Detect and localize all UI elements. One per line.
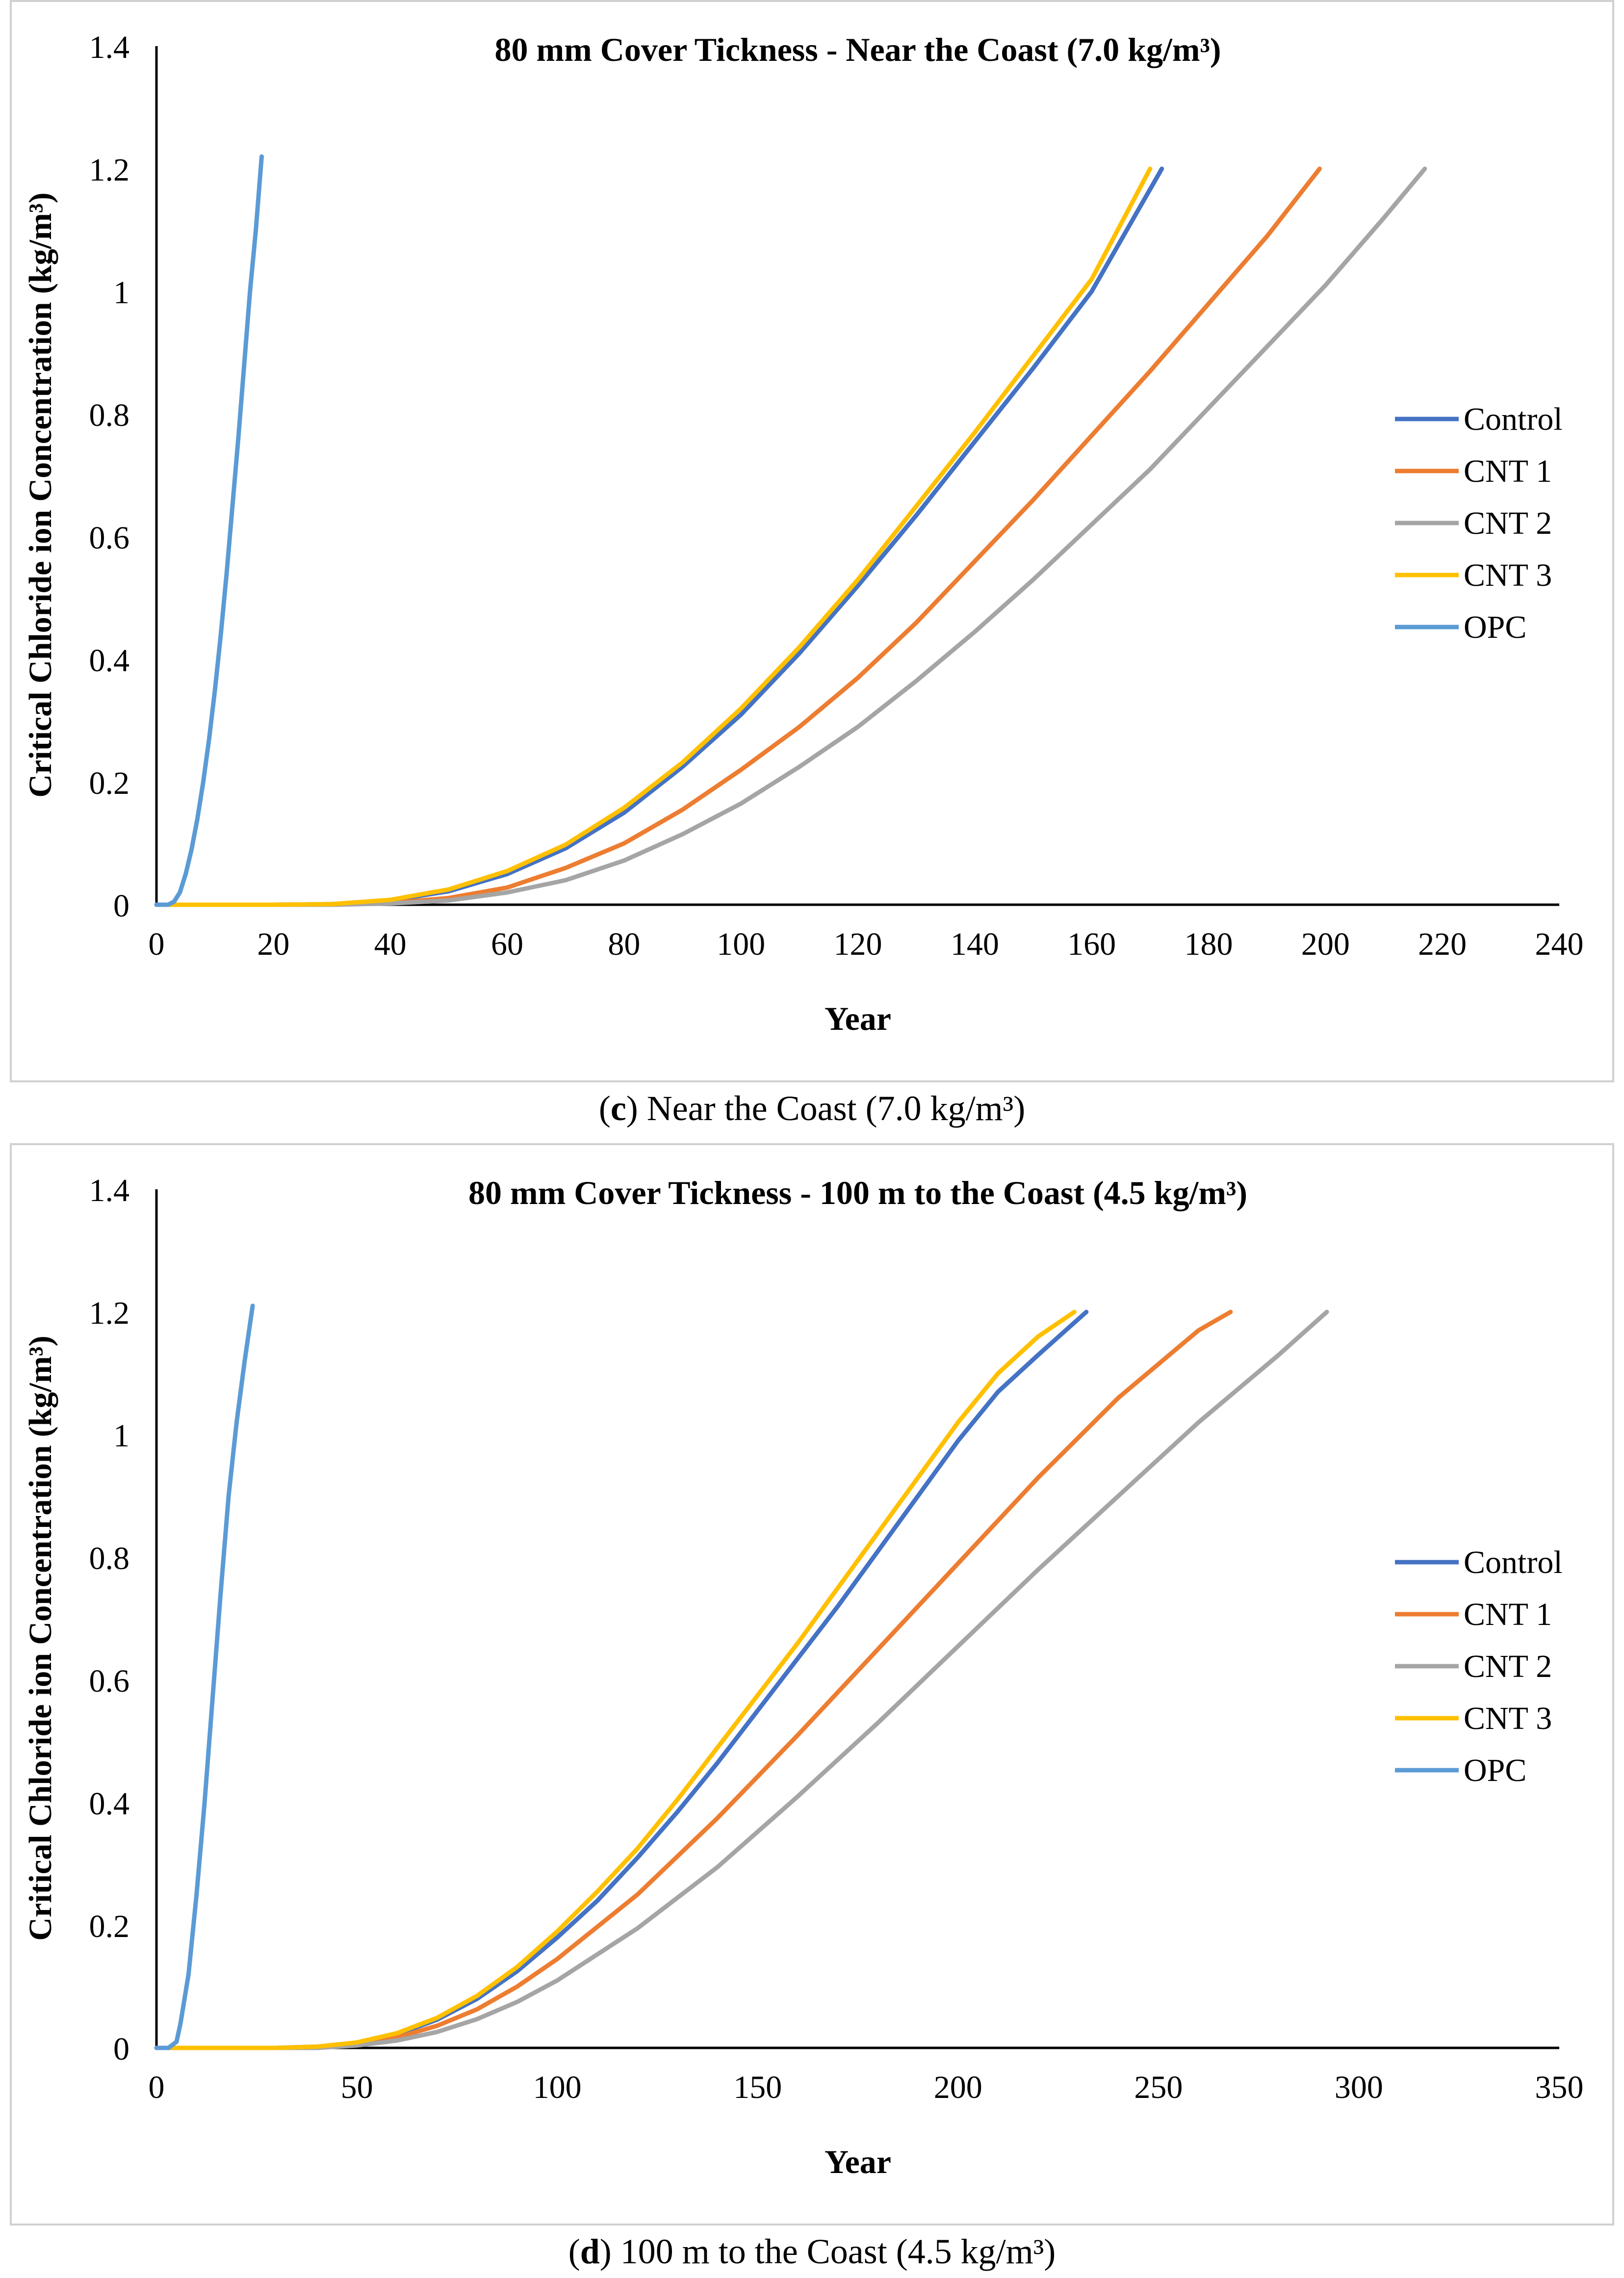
- y-tick-label: 0.6: [89, 1663, 130, 1699]
- chart-title: 80 mm Cover Tickness - 100 m to the Coas…: [468, 1174, 1247, 1211]
- series-line-cnt-2: [154, 1309, 1329, 2050]
- y-tick-label: 1.4: [89, 29, 130, 65]
- series-line-cnt-1: [154, 1309, 1233, 2050]
- x-tick-label: 120: [834, 926, 882, 962]
- y-tick-label: 1: [113, 1418, 129, 1454]
- x-tick-label: 0: [149, 2069, 165, 2105]
- x-tick-label: 300: [1335, 2069, 1383, 2105]
- y-tick-label: 0.8: [89, 397, 130, 433]
- series-line-opc: [154, 1304, 255, 2050]
- legend-label: CNT 3: [1464, 1701, 1552, 1736]
- x-tick-label: 140: [951, 926, 999, 962]
- legend-label: Control: [1464, 1545, 1563, 1580]
- series-line-opc: [154, 154, 264, 907]
- x-tick-label: 50: [341, 2069, 373, 2105]
- series-line-cnt-3: [154, 1309, 1077, 2050]
- chart-d: 0 0.2 0.4 0.6 0.8 1 1.2 1.4 0 50 100 150 200 250 300 35…: [23, 1173, 1584, 2180]
- x-tick-label: 200: [1301, 926, 1350, 962]
- legend-label: CNT 3: [1464, 557, 1552, 593]
- caption-c: (c) Near the Coast (7.0 kg/m³): [598, 1089, 1026, 1128]
- y-tick-label: 0: [113, 2031, 129, 2067]
- y-axis-label: Critical Chloride ion Concentration (kg/…: [23, 1335, 58, 1940]
- y-tick-label: 0.6: [89, 520, 130, 556]
- legend-label: Control: [1464, 401, 1563, 437]
- x-tick-label: 150: [733, 2069, 782, 2105]
- x-tick-label: 350: [1535, 2069, 1584, 2105]
- x-tick-label: 240: [1535, 926, 1584, 962]
- caption-letter: c: [610, 1089, 626, 1128]
- y-tick-label: 0.2: [89, 1909, 130, 1944]
- x-tick-label: 60: [491, 926, 523, 962]
- legend-label: CNT 1: [1464, 453, 1552, 489]
- x-tick-label: 40: [374, 926, 407, 962]
- legend-label: OPC: [1464, 1753, 1526, 1788]
- legend-label: CNT 2: [1464, 1649, 1552, 1684]
- x-tick-label: 160: [1067, 926, 1116, 962]
- legend-label: CNT 2: [1464, 505, 1552, 541]
- series-line-cnt-2: [154, 166, 1427, 907]
- x-tick-label: 80: [608, 926, 640, 962]
- y-axis-label: Critical Chloride ion Concentration (kg/…: [23, 192, 58, 797]
- chart-title: 80 mm Cover Tickness - Near the Coast (7…: [494, 31, 1221, 68]
- x-tick-label: 100: [717, 926, 765, 962]
- caption-letter: d: [580, 2232, 600, 2271]
- y-tick-label: 0.4: [89, 643, 130, 679]
- y-tick-label: 1.4: [89, 1173, 130, 1208]
- x-tick-label: 100: [533, 2069, 582, 2105]
- y-tick-label: 0.8: [89, 1541, 130, 1576]
- legend-label: CNT 1: [1464, 1597, 1552, 1632]
- x-tick-label: 250: [1134, 2069, 1183, 2105]
- chart-c: 0 0.2 0.4 0.6 0.8 1 1.2 1.4 0 20 40 60 80 100 120 140 16…: [23, 29, 1584, 1037]
- caption-text: 100 m to the Coast (4.5 kg/m³): [611, 2232, 1056, 2271]
- x-tick-label: 200: [934, 2069, 982, 2105]
- x-tick-label: 220: [1418, 926, 1467, 962]
- series-line-control: [154, 166, 1164, 907]
- y-tick-label: 1: [113, 275, 129, 311]
- legend-label: OPC: [1464, 609, 1526, 645]
- x-tick-label: 0: [149, 926, 165, 962]
- caption-text: Near the Coast (7.0 kg/m³): [638, 1089, 1026, 1128]
- series-line-cnt-1: [154, 166, 1322, 907]
- y-tick-label: 0: [113, 888, 129, 924]
- x-tick-label: 20: [257, 926, 289, 962]
- y-tick-label: 0.4: [89, 1786, 130, 1822]
- chart-panel-d: 0 0.2 0.4 0.6 0.8 1 1.2 1.4 0 50 100 150 200 250 300 35…: [10, 1143, 1614, 2226]
- caption-d: (d) 100 m to the Coast (4.5 kg/m³): [568, 2232, 1056, 2271]
- x-axis-label: Year: [825, 1000, 891, 1037]
- x-axis-label: Year: [825, 2143, 891, 2180]
- y-tick-label: 1.2: [89, 152, 130, 188]
- series-line-cnt-3: [154, 166, 1153, 907]
- y-tick-label: 1.2: [89, 1295, 130, 1331]
- y-tick-label: 0.2: [89, 765, 130, 801]
- chart-panel-c: 0 0.2 0.4 0.6 0.8 1 1.2 1.4 0 20 40 60 80 100 120 140 16…: [10, 0, 1614, 1082]
- x-tick-label: 180: [1185, 926, 1233, 962]
